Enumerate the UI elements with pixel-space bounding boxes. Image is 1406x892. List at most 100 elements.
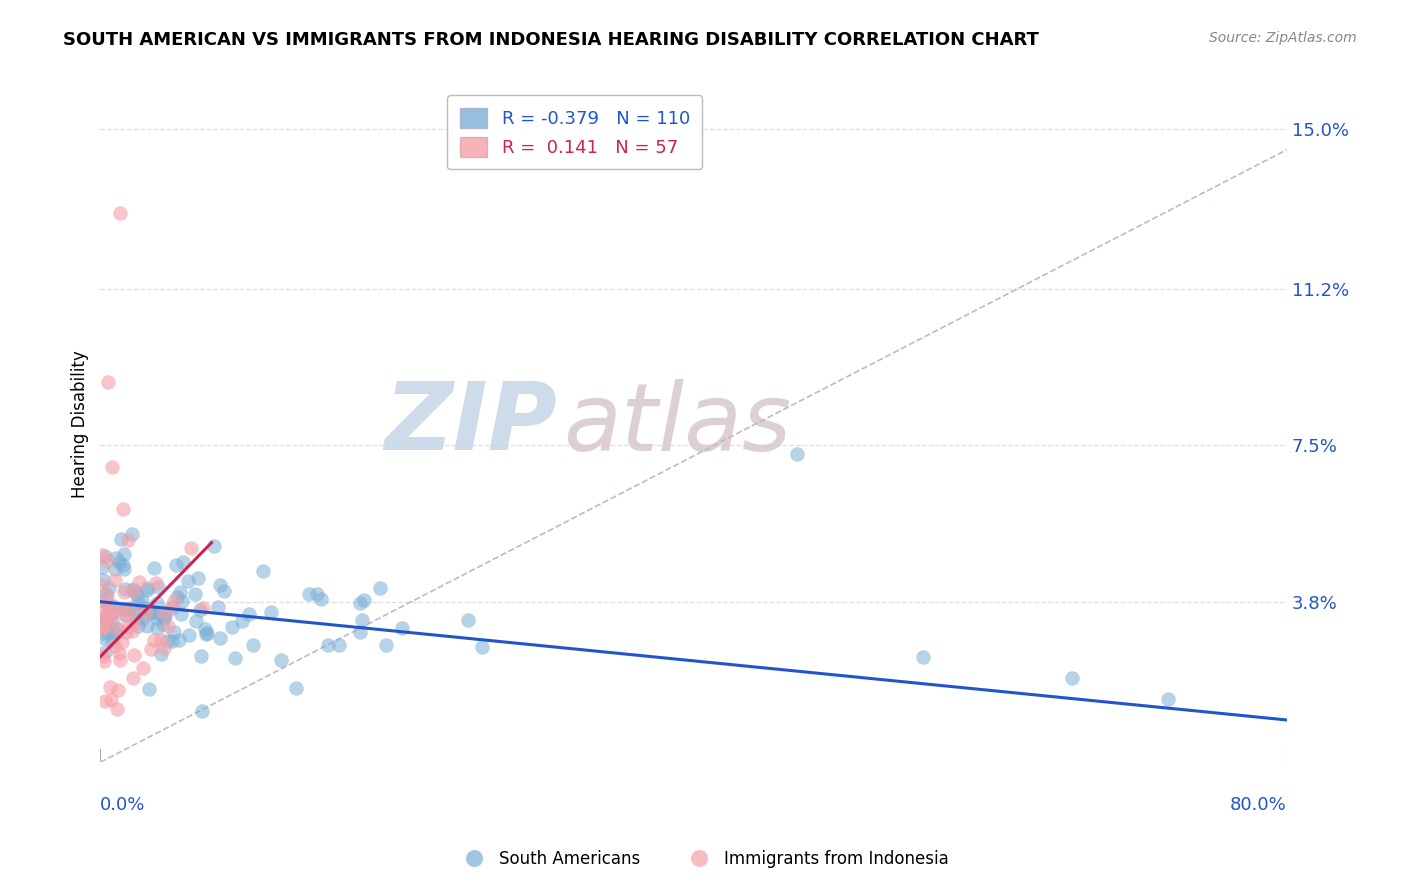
Point bbox=[152, 605, 174, 619]
Point bbox=[122, 584, 145, 599]
Point bbox=[349, 625, 371, 640]
Point bbox=[155, 608, 177, 623]
Point bbox=[195, 626, 218, 640]
Point bbox=[108, 206, 131, 220]
Point bbox=[91, 601, 114, 615]
Point bbox=[352, 613, 374, 627]
Point bbox=[138, 681, 160, 696]
Point bbox=[242, 638, 264, 652]
Point bbox=[127, 606, 149, 620]
Point bbox=[160, 599, 183, 614]
Point bbox=[97, 375, 120, 389]
Point bbox=[93, 654, 115, 668]
Text: ZIP: ZIP bbox=[384, 378, 557, 470]
Point bbox=[122, 671, 145, 685]
Point bbox=[104, 573, 127, 587]
Point bbox=[184, 586, 207, 600]
Point bbox=[117, 533, 139, 548]
Point bbox=[141, 604, 163, 618]
Point bbox=[316, 638, 339, 652]
Point bbox=[114, 582, 136, 597]
Point bbox=[105, 702, 128, 716]
Legend: R = -0.379   N = 110, R =  0.141   N = 57: R = -0.379 N = 110, R = 0.141 N = 57 bbox=[447, 95, 703, 169]
Point bbox=[188, 603, 211, 617]
Point bbox=[156, 619, 179, 633]
Point bbox=[120, 601, 142, 615]
Point bbox=[131, 594, 153, 608]
Point bbox=[111, 558, 134, 572]
Point bbox=[195, 625, 218, 640]
Point bbox=[115, 602, 138, 616]
Point bbox=[368, 582, 391, 596]
Point bbox=[209, 632, 232, 646]
Point bbox=[231, 615, 253, 629]
Point bbox=[96, 611, 118, 625]
Point bbox=[139, 641, 162, 656]
Point bbox=[146, 580, 169, 594]
Point bbox=[328, 639, 350, 653]
Point bbox=[145, 575, 167, 590]
Legend: South Americans, Immigrants from Indonesia: South Americans, Immigrants from Indones… bbox=[451, 844, 955, 875]
Point bbox=[150, 647, 173, 661]
Point bbox=[186, 614, 208, 628]
Point bbox=[208, 577, 231, 591]
Point bbox=[121, 582, 143, 596]
Point bbox=[108, 555, 131, 569]
Point bbox=[90, 621, 112, 635]
Point bbox=[152, 617, 174, 632]
Point bbox=[136, 582, 159, 597]
Point bbox=[100, 607, 122, 622]
Point bbox=[111, 501, 134, 516]
Point bbox=[471, 640, 494, 654]
Point bbox=[94, 645, 117, 659]
Point bbox=[93, 549, 115, 564]
Point bbox=[117, 620, 139, 634]
Point bbox=[172, 555, 194, 569]
Point bbox=[127, 595, 149, 609]
Point bbox=[96, 553, 118, 567]
Point bbox=[136, 619, 159, 633]
Point bbox=[93, 631, 115, 645]
Point bbox=[91, 649, 114, 664]
Point bbox=[260, 606, 283, 620]
Point bbox=[93, 611, 115, 625]
Point bbox=[163, 594, 186, 608]
Point bbox=[1157, 691, 1180, 706]
Point bbox=[285, 681, 308, 696]
Point bbox=[134, 601, 156, 615]
Point bbox=[132, 661, 155, 675]
Point bbox=[98, 581, 121, 595]
Point bbox=[90, 548, 112, 562]
Point bbox=[112, 562, 135, 576]
Point bbox=[149, 632, 172, 647]
Point bbox=[391, 621, 413, 635]
Point bbox=[105, 621, 128, 635]
Point bbox=[125, 611, 148, 625]
Text: 80.0%: 80.0% bbox=[1230, 796, 1286, 814]
Point bbox=[172, 593, 194, 607]
Point bbox=[112, 547, 135, 561]
Point bbox=[103, 605, 125, 619]
Point bbox=[97, 626, 120, 640]
Point bbox=[110, 635, 132, 649]
Point bbox=[169, 585, 191, 599]
Point bbox=[160, 634, 183, 648]
Point bbox=[98, 680, 121, 694]
Point bbox=[270, 653, 292, 667]
Point bbox=[112, 585, 135, 599]
Point bbox=[1060, 671, 1083, 685]
Text: 0.0%: 0.0% bbox=[100, 796, 146, 814]
Point bbox=[142, 606, 165, 620]
Point bbox=[104, 551, 127, 566]
Point bbox=[212, 584, 235, 599]
Point bbox=[105, 622, 128, 636]
Point bbox=[163, 625, 186, 640]
Point bbox=[96, 614, 118, 628]
Point bbox=[128, 574, 150, 589]
Point bbox=[131, 612, 153, 626]
Point bbox=[107, 682, 129, 697]
Point bbox=[160, 601, 183, 615]
Text: atlas: atlas bbox=[562, 379, 792, 470]
Point bbox=[122, 616, 145, 631]
Point bbox=[108, 646, 131, 660]
